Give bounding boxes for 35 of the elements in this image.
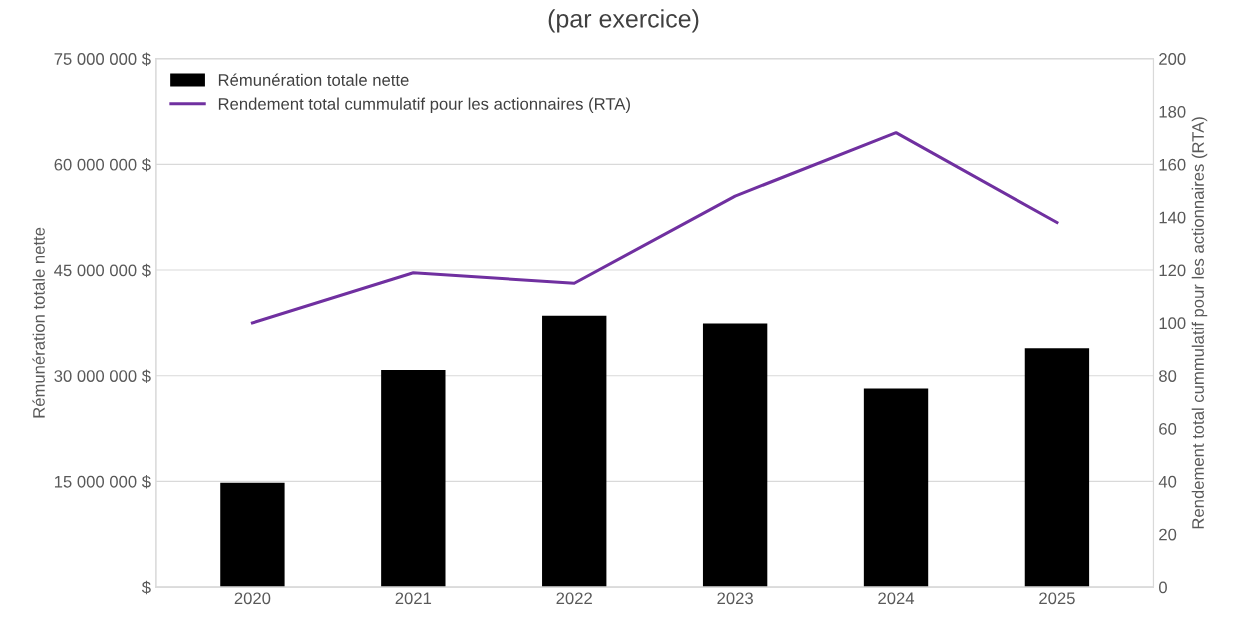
- bar: [702, 323, 768, 588]
- x-tick-label: 2023: [717, 592, 753, 605]
- y-tick-label: 15 000 000 $: [54, 475, 151, 489]
- y2-tick-label: 180: [1159, 105, 1186, 118]
- bar: [863, 388, 929, 588]
- y2-tick-label: 0: [1158, 581, 1167, 594]
- x-tick-label: 2020: [234, 592, 271, 605]
- x-tick-label: 2021: [395, 592, 432, 605]
- y-tick-label: $: [141, 580, 151, 595]
- y2-tick-label: 80: [1159, 370, 1177, 382]
- x-tick-label: 2025: [1039, 592, 1075, 605]
- y-tick-label: 75 000 000 $: [54, 52, 151, 66]
- bar: [381, 370, 446, 588]
- chart-title: (par exercice): [548, 9, 699, 33]
- legend-label: Rémunération totale nette: [218, 73, 409, 86]
- y2-tick-label: 60: [1159, 422, 1177, 435]
- y2-tick-label: 160: [1159, 158, 1186, 171]
- y-tick-label: 60 000 000 $: [54, 158, 151, 172]
- y-tick-label: 45 000 000 $: [54, 263, 151, 278]
- bar: [542, 315, 607, 588]
- line-series: [250, 131, 1059, 325]
- legend-label: Rendement total cummulatif pour les actionnaires (RTA): [218, 97, 630, 114]
- bar: [220, 482, 285, 588]
- y2-tick-label: 200: [1159, 53, 1186, 65]
- y-axis-title: Rémunération totale nette: [32, 227, 45, 418]
- y-tick-label: 30 000 000 $: [54, 369, 151, 383]
- y2-tick-label: 100: [1159, 317, 1186, 330]
- y2-axis-title: Rendement total cummulatif pour les actionnaires (RTA): [1191, 117, 1208, 529]
- y2-tick-label: 40: [1158, 475, 1177, 488]
- y2-tick-label: 140: [1159, 211, 1186, 224]
- x-tick-label: 2024: [878, 592, 915, 605]
- x-tick-label: 2022: [556, 592, 592, 605]
- y2-tick-label: 120: [1159, 264, 1186, 277]
- y2-tick-label: 20: [1159, 528, 1177, 541]
- bar: [1024, 348, 1090, 588]
